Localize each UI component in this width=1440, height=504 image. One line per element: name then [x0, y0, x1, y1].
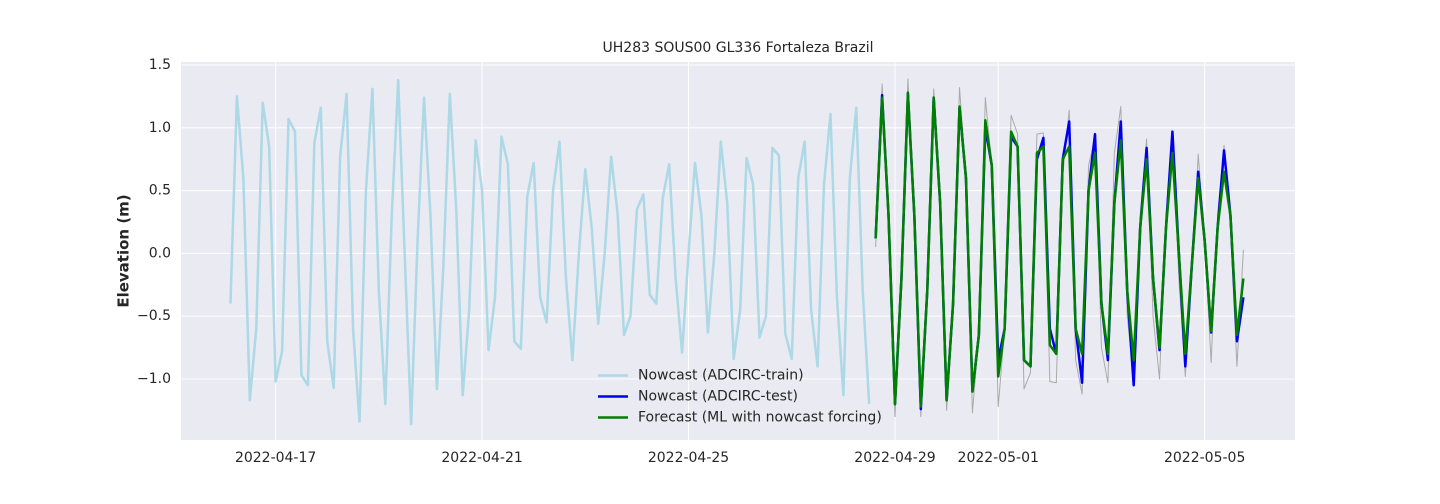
y-tick-label: 1.5: [149, 57, 171, 73]
plot-area: [181, 62, 1295, 440]
x-tick-label: 2022-05-05: [1164, 450, 1245, 466]
series-line: [229, 78, 871, 426]
x-tick-label: 2022-05-01: [958, 450, 1039, 466]
y-tick-label: 0.0: [149, 245, 171, 261]
x-tick-label: 2022-04-21: [441, 450, 522, 466]
chart-title: UH283 SOUS00 GL336 Fortaleza Brazil: [603, 40, 874, 56]
x-tick-label: 2022-04-29: [854, 450, 935, 466]
y-tick-label: −1.0: [137, 371, 171, 387]
y-axis-label: Elevation (m): [115, 194, 133, 307]
x-tick-label: 2022-04-17: [235, 450, 316, 466]
x-tick-label: 2022-04-25: [648, 450, 729, 466]
legend-label: Nowcast (ADCIRC-train): [638, 368, 804, 384]
legend-label: Forecast (ML with nowcast forcing): [638, 410, 882, 426]
legend-label: Nowcast (ADCIRC-test): [638, 389, 798, 405]
legend: Nowcast (ADCIRC-train) Nowcast (ADCIRC-te…: [598, 368, 882, 426]
y-tick-label: −0.5: [137, 308, 171, 324]
series-line: [874, 91, 1245, 408]
y-tick-label: 1.0: [149, 120, 171, 136]
y-tick-label: 0.5: [149, 183, 171, 199]
